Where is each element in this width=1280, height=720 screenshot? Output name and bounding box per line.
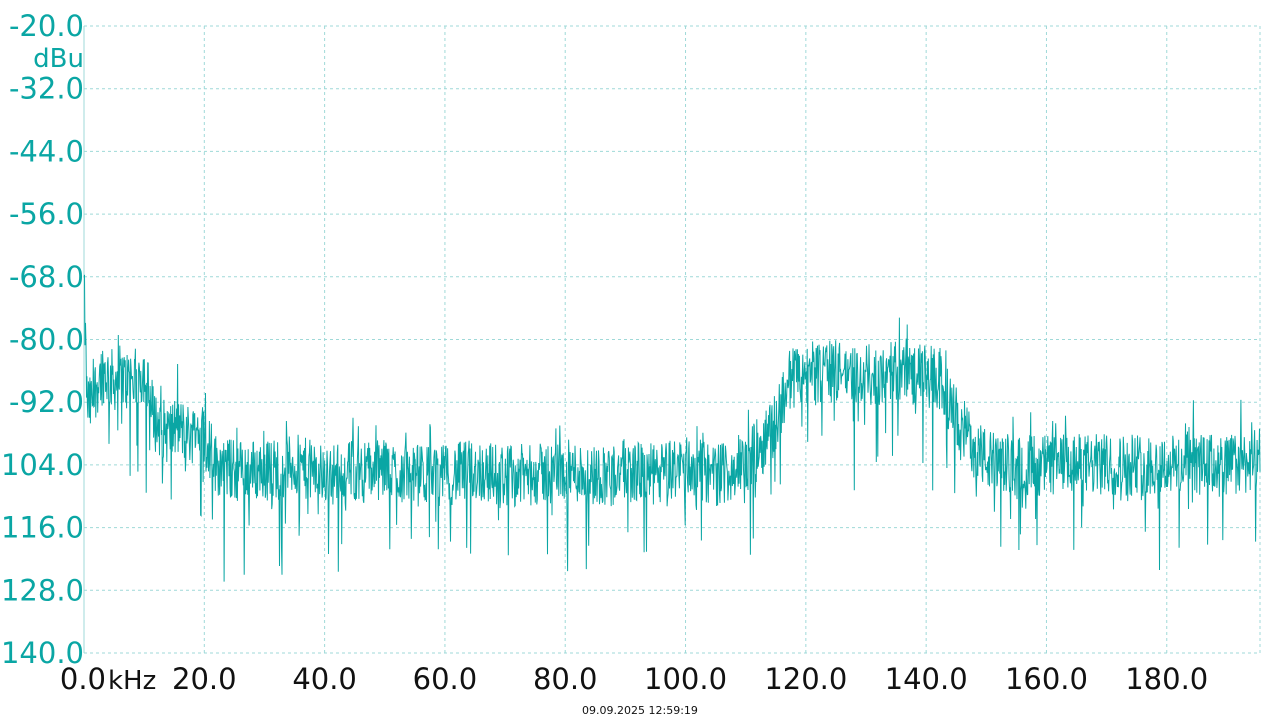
- x-tick-label: 180.0: [1125, 662, 1208, 696]
- y-tick-label: -32.0: [9, 72, 84, 106]
- x-tick-label: 100.0: [644, 662, 727, 696]
- x-tick-label: 20.0: [172, 662, 237, 696]
- x-tick-label: 60.0: [413, 662, 478, 696]
- x-tick-label: 120.0: [764, 662, 847, 696]
- spectrum-trace: [83, 274, 1261, 582]
- y-tick-label: -56.0: [9, 197, 84, 231]
- y-tick-label: -92.0: [9, 385, 84, 419]
- y-tick-label: -140.0: [0, 636, 84, 670]
- y-tick-label: -20.0: [9, 9, 84, 43]
- y-tick-label: -128.0: [0, 573, 84, 607]
- y-tick-label: -68.0: [9, 260, 84, 294]
- spectrum-trace-group: [83, 274, 1261, 582]
- y-tick-label: -104.0: [0, 448, 84, 482]
- grid: [83, 25, 1261, 654]
- x-tick-label: 160.0: [1005, 662, 1088, 696]
- y-tick-label: -116.0: [0, 511, 84, 545]
- x-tick-label: 0.0: [60, 662, 106, 696]
- y-axis: -20.0 -32.0 -44.0 -56.0 -68.0 -80.0 -92.0 -104.…: [0, 9, 84, 670]
- x-tick-label: 40.0: [292, 662, 357, 696]
- y-axis-unit-label: dBu: [33, 44, 84, 74]
- x-tick-label: 140.0: [885, 662, 968, 696]
- y-tick-label: -44.0: [9, 134, 84, 168]
- x-tick-label: 80.0: [533, 662, 598, 696]
- x-axis: 0.0 20.0 40.0 60.0 80.0 100.0 120.0 140.0 160.0 1…: [60, 662, 1208, 696]
- y-tick-label: -80.0: [9, 323, 84, 357]
- x-axis-unit-label: kHz: [108, 666, 156, 696]
- capture-timestamp: 09.09.2025 12:59:19: [582, 704, 698, 717]
